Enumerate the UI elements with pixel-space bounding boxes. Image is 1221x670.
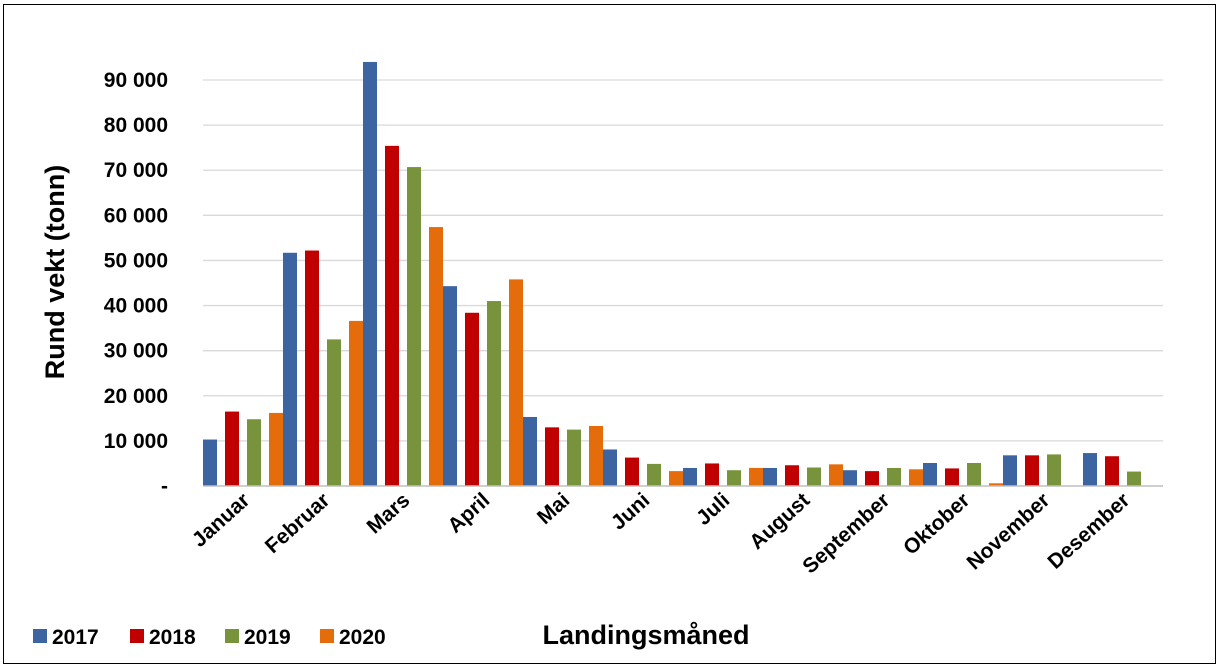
legend-swatch-2017	[33, 629, 47, 643]
bar-2019-september	[887, 467, 901, 486]
legend-label-2018: 2018	[149, 626, 196, 649]
bar-2020-oktober	[989, 483, 1003, 486]
bar-2018-april	[465, 312, 479, 486]
y-tick-label: 50 000	[104, 249, 168, 272]
x-tick-label: September	[798, 489, 894, 579]
x-axis-ticks: Januar Februar Mars April Mai Juni Juli AugustS…	[188, 489, 1135, 579]
bar-2020-juli	[749, 467, 763, 486]
bar-2020-februar	[349, 320, 363, 486]
bar-2017-november	[1003, 455, 1017, 486]
bar-2018-mai	[545, 427, 559, 486]
grid-lines	[203, 79, 1163, 442]
bar-2019-august	[807, 467, 821, 486]
x-tick-label: Januar	[188, 489, 255, 552]
legend-swatch-2018	[130, 629, 144, 643]
bar-2019-juli	[727, 470, 741, 486]
bars	[203, 61, 1141, 486]
y-tick-label: 70 000	[104, 159, 168, 182]
bar-2017-august	[763, 467, 777, 486]
bar-2017-september	[843, 470, 857, 486]
bar-2020-april	[509, 279, 523, 486]
legend-label-2019: 2019	[244, 626, 291, 649]
bar-2017-april	[443, 286, 457, 486]
bar-2017-oktober	[923, 462, 937, 486]
x-tick-label: Mars	[363, 489, 415, 539]
bar-2019-februar	[327, 339, 341, 486]
x-tick-label: Juni	[607, 489, 654, 535]
bar-2017-juli	[683, 467, 697, 486]
y-tick-label: 20 000	[104, 385, 168, 408]
bar-2019-januar	[247, 419, 261, 486]
bar-2020-august	[829, 464, 843, 486]
bar-2020-juni	[669, 471, 683, 486]
bar-2017-januar	[203, 439, 217, 486]
legend-swatch-2020	[320, 629, 334, 643]
bar-2018-desember	[1105, 456, 1119, 486]
x-tick-label: August	[745, 489, 814, 554]
bar-2019-mai	[567, 429, 581, 486]
bar-2019-desember	[1127, 471, 1141, 486]
y-tick-label: 10 000	[104, 430, 168, 453]
bar-2020-mai	[589, 426, 603, 486]
bar-2019-juni	[647, 463, 661, 486]
y-tick-label: 80 000	[104, 114, 168, 137]
x-axis-title: Landingsmåned	[542, 620, 749, 650]
x-tick-label: Oktober	[899, 489, 974, 560]
legend-label-2017: 2017	[52, 626, 99, 649]
bar-2017-mai	[523, 416, 537, 486]
x-tick-label: April	[443, 489, 494, 538]
bar-2018-oktober	[945, 468, 959, 486]
bar-2017-juni	[603, 449, 617, 486]
y-tick-label: 40 000	[104, 295, 168, 318]
bar-2018-juni	[625, 457, 639, 486]
chart-frame	[3, 4, 1216, 664]
bar-2019-mars	[407, 167, 421, 486]
bar-2017-mars	[363, 61, 377, 486]
bar-2019-april	[487, 301, 501, 486]
y-tick-label: 30 000	[104, 340, 168, 363]
bar-2018-august	[785, 465, 799, 486]
legend-swatch-2019	[225, 629, 239, 643]
bar-2018-november	[1025, 455, 1039, 486]
bar-2017-desember	[1083, 453, 1097, 486]
bar-2020-mars	[429, 227, 443, 486]
bar-2018-juli	[705, 463, 719, 486]
x-tick-label: Juli	[692, 489, 734, 530]
bar-2020-januar	[269, 412, 283, 486]
bar-2018-mars	[385, 145, 399, 486]
bar-2020-september	[909, 469, 923, 486]
x-tick-label: Mai	[533, 489, 574, 530]
x-tick-label: Februar	[261, 489, 334, 558]
bar-2017-februar	[283, 252, 297, 486]
bar-2018-februar	[305, 250, 319, 486]
legend: 2017 2018 2019 2020	[33, 626, 386, 649]
y-tick-label: 60 000	[104, 204, 168, 227]
y-tick-label: -	[161, 475, 168, 498]
legend-label-2020: 2020	[339, 626, 386, 649]
bar-2018-januar	[225, 411, 239, 486]
bar-2018-september	[865, 471, 879, 486]
x-tick-label: Desember	[1043, 489, 1134, 574]
x-tick-label: November	[963, 489, 1055, 575]
bar-2019-oktober	[967, 462, 981, 486]
y-axis-ticks: - 10 000 20 000 30 000 40 000 50 000 60 000 70 …	[104, 69, 168, 498]
y-tick-label: 90 000	[104, 69, 168, 92]
bar-2019-november	[1047, 454, 1061, 486]
y-axis-title: Rund vekt (tonn)	[40, 165, 70, 379]
